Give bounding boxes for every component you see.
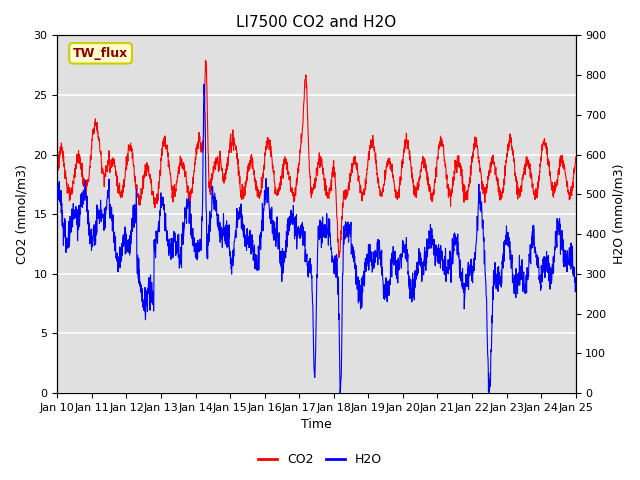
Legend: CO2, H2O: CO2, H2O (253, 448, 387, 471)
X-axis label: Time: Time (301, 419, 332, 432)
Title: LI7500 CO2 and H2O: LI7500 CO2 and H2O (236, 15, 397, 30)
Text: TW_flux: TW_flux (73, 47, 128, 60)
Y-axis label: H2O (mmol/m3): H2O (mmol/m3) (612, 164, 625, 264)
Y-axis label: CO2 (mmol/m3): CO2 (mmol/m3) (15, 164, 28, 264)
